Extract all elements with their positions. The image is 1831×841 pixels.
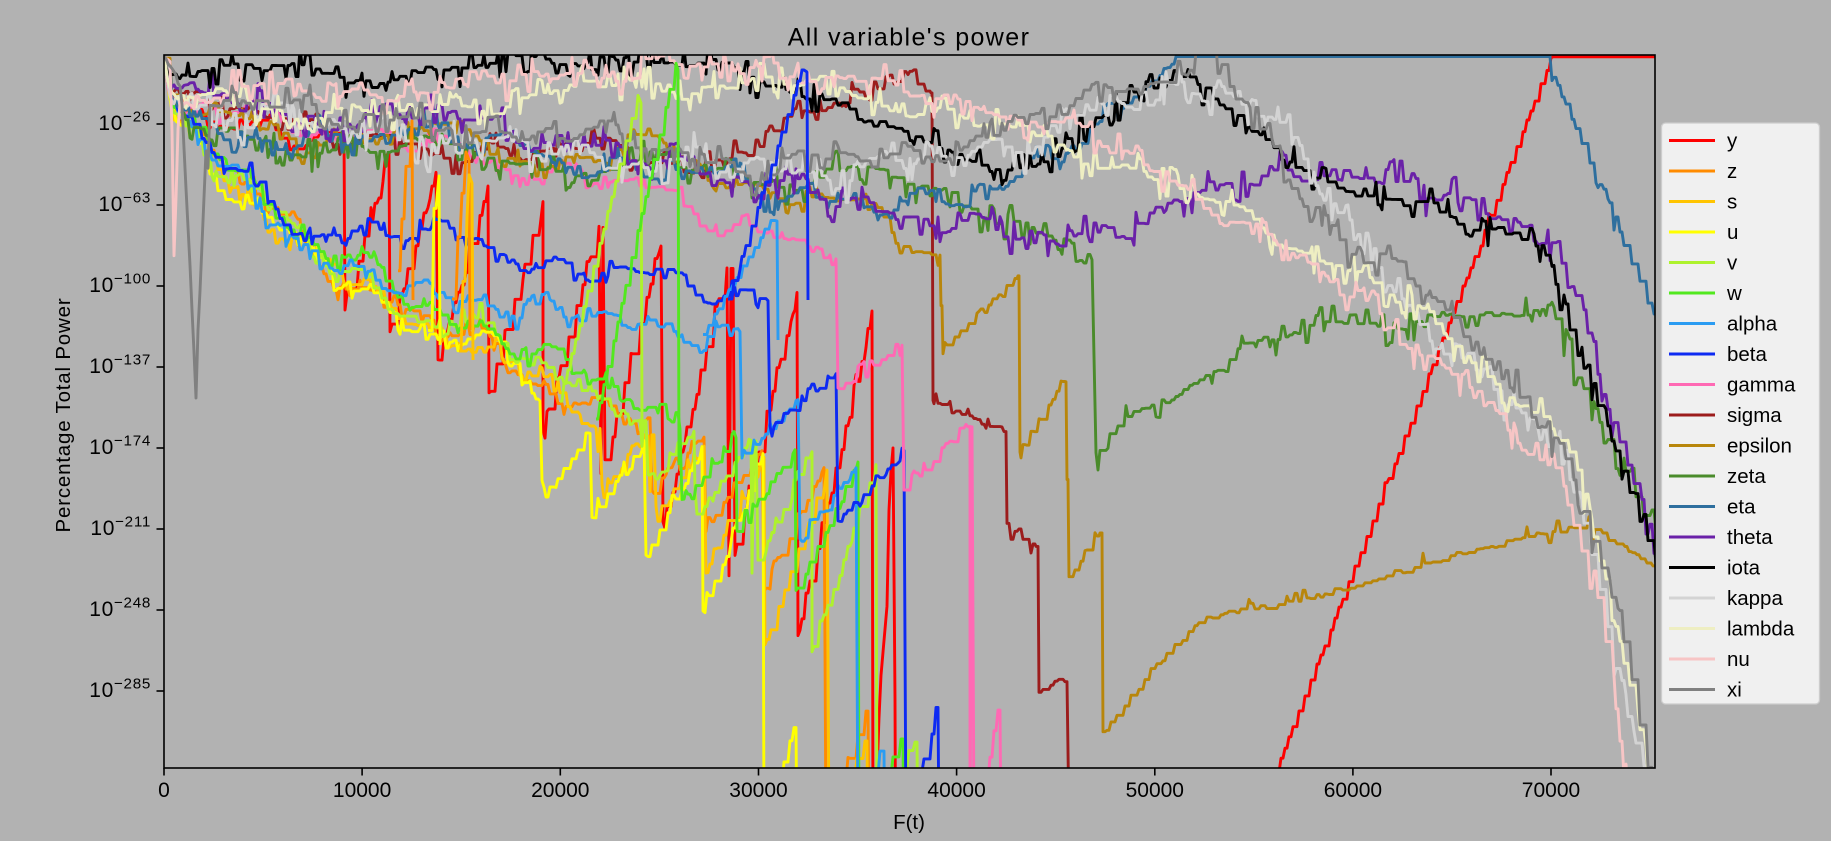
svg-text:10−285: 10−285 — [89, 676, 151, 703]
svg-text:kappa: kappa — [1727, 587, 1783, 610]
svg-text:w: w — [1726, 282, 1742, 305]
svg-text:40000: 40000 — [927, 779, 985, 802]
svg-text:u: u — [1727, 221, 1738, 244]
svg-text:30000: 30000 — [729, 779, 787, 802]
svg-text:sigma: sigma — [1727, 404, 1782, 427]
svg-text:iota: iota — [1727, 557, 1761, 580]
svg-text:alpha: alpha — [1727, 313, 1778, 336]
svg-text:y: y — [1727, 130, 1738, 153]
svg-text:xi: xi — [1727, 679, 1742, 702]
svg-text:F(t): F(t) — [893, 811, 925, 834]
svg-text:eta: eta — [1727, 496, 1756, 519]
svg-text:v: v — [1727, 252, 1738, 275]
svg-text:z: z — [1727, 160, 1737, 183]
svg-text:60000: 60000 — [1324, 779, 1382, 802]
svg-text:beta: beta — [1727, 343, 1767, 366]
svg-text:epsilon: epsilon — [1727, 435, 1792, 458]
svg-text:zeta: zeta — [1727, 465, 1766, 488]
svg-text:nu: nu — [1727, 648, 1750, 671]
svg-text:0: 0 — [158, 779, 170, 802]
svg-text:10000: 10000 — [333, 779, 391, 802]
svg-text:All variable's power: All variable's power — [788, 24, 1031, 52]
svg-text:70000: 70000 — [1522, 779, 1580, 802]
svg-text:gamma: gamma — [1727, 374, 1796, 397]
svg-text:20000: 20000 — [531, 779, 589, 802]
svg-text:lambda: lambda — [1727, 618, 1795, 641]
svg-text:50000: 50000 — [1126, 779, 1184, 802]
svg-text:theta: theta — [1727, 526, 1773, 549]
svg-text:Percentage Total Power: Percentage Total Power — [52, 298, 75, 533]
svg-text:s: s — [1727, 191, 1737, 214]
